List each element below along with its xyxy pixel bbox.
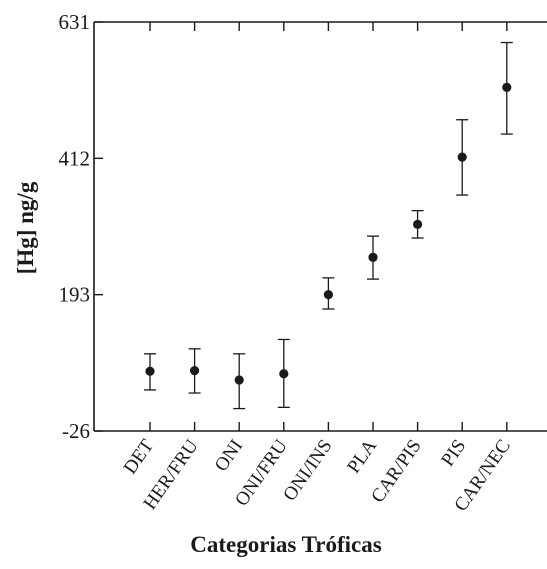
x-axis-label: Categorias Tróficas [190, 532, 381, 557]
data-point [323, 290, 333, 300]
y-tick-label: 631 [59, 10, 91, 34]
x-tick-label: DET [120, 436, 159, 479]
y-tick-label: 193 [59, 283, 91, 307]
data-point [457, 152, 467, 162]
data-point [502, 82, 512, 92]
data-point [190, 366, 200, 376]
data-point [368, 252, 378, 262]
data-point [413, 219, 423, 229]
data-point [279, 369, 289, 379]
data-points [145, 82, 512, 385]
x-tick-label: PLA [343, 436, 381, 478]
data-point [145, 366, 155, 376]
axes [93, 21, 547, 432]
y-tick-label: -26 [62, 419, 90, 443]
x-tick-label: PIS [437, 436, 470, 471]
data-point [234, 375, 244, 385]
y-tick-label: 412 [59, 146, 91, 170]
x-tick-label: ONI [211, 436, 248, 476]
error-bars [144, 41, 513, 410]
y-axis-label: [Hg] ng/g [13, 181, 38, 274]
y-ticks: 631 412 193 -26 [59, 10, 103, 443]
